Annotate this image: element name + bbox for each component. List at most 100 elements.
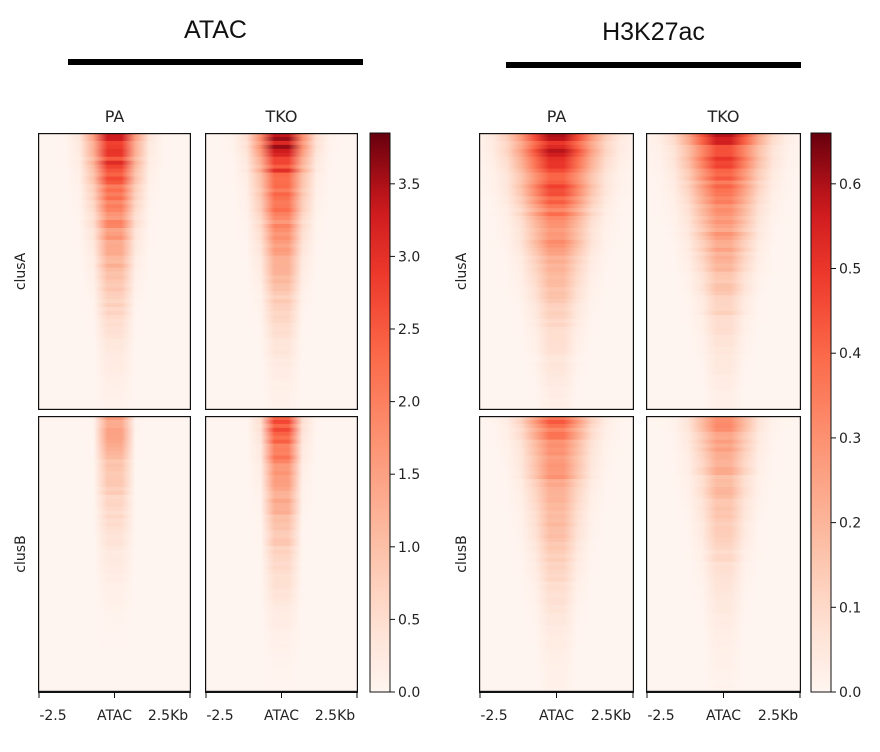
signal-band — [479, 676, 634, 681]
signal-band — [38, 251, 191, 257]
signal-band — [38, 184, 191, 189]
signal-band — [38, 526, 191, 531]
sample-label-atac-tko: TKO — [265, 107, 298, 126]
signal-band — [646, 283, 801, 288]
signal-band — [646, 455, 801, 460]
signal-band — [479, 585, 634, 591]
signal-band — [479, 597, 634, 602]
signal-band — [205, 684, 358, 689]
signal-band — [646, 263, 801, 269]
signal-band — [646, 530, 801, 535]
signal-band — [479, 554, 634, 559]
colorbar-tick-label: 0.1 — [839, 600, 861, 616]
signal-band — [646, 342, 801, 348]
signal-band — [38, 362, 191, 368]
signal-band — [479, 386, 634, 391]
signal-band — [38, 624, 191, 630]
colorbar-tick-label: 0.0 — [398, 685, 420, 701]
signal-band — [479, 354, 634, 360]
signal-band — [205, 459, 358, 464]
signal-band — [38, 617, 191, 622]
signal-band — [205, 196, 358, 201]
signal-band — [646, 490, 801, 496]
signal-band — [479, 311, 634, 316]
signal-band — [479, 518, 634, 524]
signal-band — [479, 251, 634, 257]
signal-band — [205, 609, 358, 614]
signal-band — [646, 557, 801, 563]
signal-band — [38, 133, 191, 138]
signal-band — [479, 299, 634, 304]
signal-band — [38, 354, 191, 360]
signal-band — [479, 423, 634, 429]
signal-band — [479, 200, 634, 205]
signal-band — [38, 370, 191, 375]
signal-band — [38, 451, 191, 457]
signal-band — [479, 224, 634, 229]
signal-band — [38, 585, 191, 591]
signal-band — [205, 152, 358, 158]
signal-band — [479, 180, 634, 186]
signal-band — [479, 283, 634, 288]
signal-band — [479, 255, 634, 261]
signal-band — [38, 259, 191, 265]
signal-band — [205, 136, 358, 142]
signal-band — [38, 621, 191, 626]
signal-band — [205, 144, 358, 150]
signal-band — [38, 263, 191, 269]
signal-band — [205, 212, 358, 217]
signal-band — [646, 311, 801, 316]
signal-band — [38, 227, 191, 233]
signal-band — [38, 342, 191, 348]
signal-band — [479, 394, 634, 399]
signal-band — [38, 382, 191, 387]
signal-band — [38, 427, 191, 433]
signal-band — [205, 593, 358, 598]
signal-band — [38, 243, 191, 249]
signal-band — [38, 220, 191, 225]
signal-band — [38, 398, 191, 403]
signal-band — [479, 506, 634, 512]
signal-band — [479, 550, 634, 555]
colorbar-atac — [369, 132, 391, 693]
signal-band — [479, 275, 634, 281]
heatmap-cell-atac-tko-clusb — [205, 416, 358, 692]
signal-band — [205, 526, 358, 531]
signal-band — [479, 427, 634, 433]
signal-band — [646, 366, 801, 372]
signal-band — [479, 322, 634, 328]
signal-band — [479, 522, 634, 527]
signal-band — [38, 216, 191, 221]
signal-band — [205, 648, 358, 654]
signal-band — [38, 311, 191, 316]
signal-band — [479, 247, 634, 253]
signal-band — [205, 688, 358, 692]
signal-band — [38, 475, 191, 480]
signal-band — [646, 589, 801, 595]
signal-band — [205, 255, 358, 261]
signal-band — [38, 172, 191, 178]
signal-band — [646, 609, 801, 614]
signal-band — [38, 346, 191, 352]
signal-band — [479, 374, 634, 379]
signal-band — [38, 283, 191, 288]
signal-band — [205, 439, 358, 445]
signal-band — [38, 672, 191, 677]
signal-band — [205, 334, 358, 340]
signal-band — [205, 510, 358, 516]
row-label-clusa: clusA — [13, 252, 29, 290]
signal-band — [38, 366, 191, 372]
signal-band — [205, 398, 358, 403]
colorbar-h3k27ac — [810, 132, 832, 693]
signal-band — [479, 510, 634, 516]
signal-band — [205, 636, 358, 642]
signal-band — [205, 358, 358, 364]
signal-band — [646, 295, 801, 300]
signal-band — [38, 255, 191, 261]
signal-band — [646, 561, 801, 567]
signal-band — [205, 224, 358, 229]
signal-band — [646, 164, 801, 170]
signal-band — [646, 577, 801, 583]
signal-band — [38, 358, 191, 364]
signal-band — [479, 648, 634, 654]
